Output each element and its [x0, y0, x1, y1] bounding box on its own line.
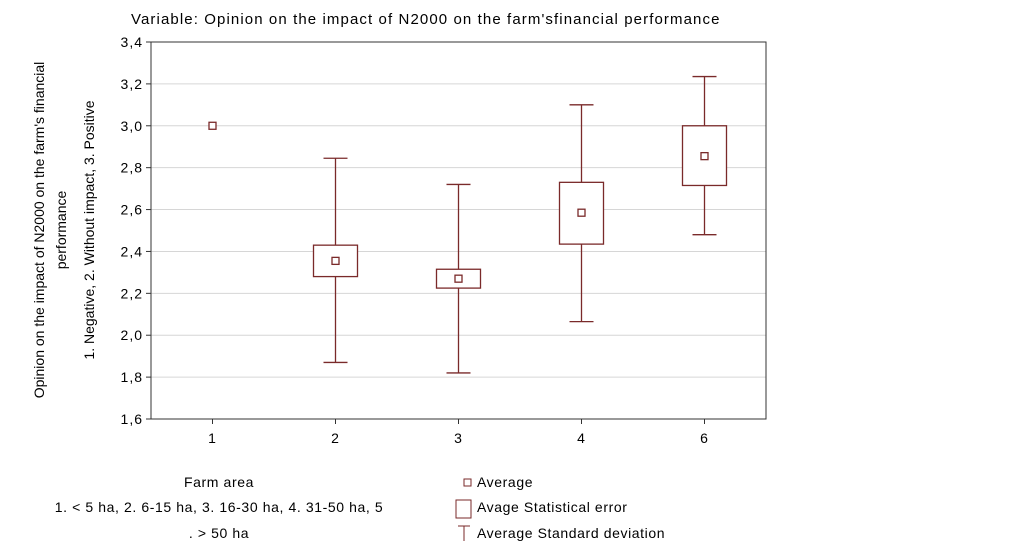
- legend-sd-label: Average Standard deviation: [477, 525, 665, 541]
- y-axis-label-line-1: Opinion on the impact of N2000 on the fa…: [31, 62, 47, 399]
- y-axis-label-line-3: 1. Negative, 2. Without impact, 3. Posit…: [81, 100, 97, 359]
- mean-marker: [700, 151, 709, 161]
- legend-item-average: Average: [463, 474, 533, 490]
- x-tick-label: 6: [700, 430, 709, 446]
- legend-item-standard-deviation: Average Standard deviation: [458, 525, 665, 541]
- box-group-4: [558, 104, 605, 323]
- mean-marker: [331, 256, 340, 266]
- box-group-2: [312, 157, 359, 364]
- y-axis-label: Opinion on the impact of N2000 on the fa…: [31, 62, 97, 399]
- legend-error-symbol: [455, 499, 472, 519]
- y-tick-label: 3,2: [121, 76, 143, 92]
- y-tick-label: 2,6: [121, 202, 143, 218]
- y-tick-label: 1,8: [121, 369, 143, 385]
- y-axis-label-line-2: performance: [53, 190, 69, 269]
- legend-average-symbol: [463, 478, 472, 487]
- x-axis-note-line-2: . > 50 ha: [189, 525, 249, 541]
- legend: Average Avage Statistical error Average …: [455, 474, 665, 541]
- mean-marker: [208, 121, 217, 130]
- x-tick-label: 3: [454, 430, 463, 446]
- x-axis-note-line-1: 1. < 5 ha, 2. 6-15 ha, 3. 16-30 ha, 4. 3…: [55, 499, 384, 515]
- x-tick-label: 2: [331, 430, 340, 446]
- box-group-1: [208, 121, 217, 130]
- x-tick-label: 1: [208, 430, 217, 446]
- legend-error-label: Avage Statistical error: [477, 499, 628, 515]
- mean-marker: [454, 274, 463, 283]
- x-axis-label: Farm area: [184, 474, 254, 490]
- x-tick-label: 4: [577, 430, 586, 446]
- y-ticks: 1,6 1,8 2,0 2,2 2,4 2,6 2,8 3,0 3,2 3,4: [121, 34, 151, 427]
- y-tick-label: 1,6: [121, 411, 143, 427]
- y-tick-label: 2,8: [121, 160, 143, 176]
- box-group-6: [681, 75, 728, 236]
- mean-marker: [577, 208, 586, 217]
- plot-frame: [150, 41, 767, 420]
- y-tick-label: 3,4: [121, 34, 143, 50]
- x-ticks: 1 2 3 4 6: [208, 419, 709, 446]
- chart-title: Variable: Opinion on the impact of N2000…: [131, 11, 721, 28]
- y-tick-label: 2,2: [121, 285, 143, 301]
- box-group-3: [435, 183, 482, 374]
- y-tick-label: 2,0: [121, 327, 143, 343]
- y-tick-label: 3,0: [121, 118, 143, 134]
- legend-item-statistical-error: Avage Statistical error: [455, 499, 628, 519]
- legend-average-label: Average: [477, 474, 533, 490]
- y-tick-label: 2,4: [121, 243, 143, 259]
- box-series: [208, 75, 728, 374]
